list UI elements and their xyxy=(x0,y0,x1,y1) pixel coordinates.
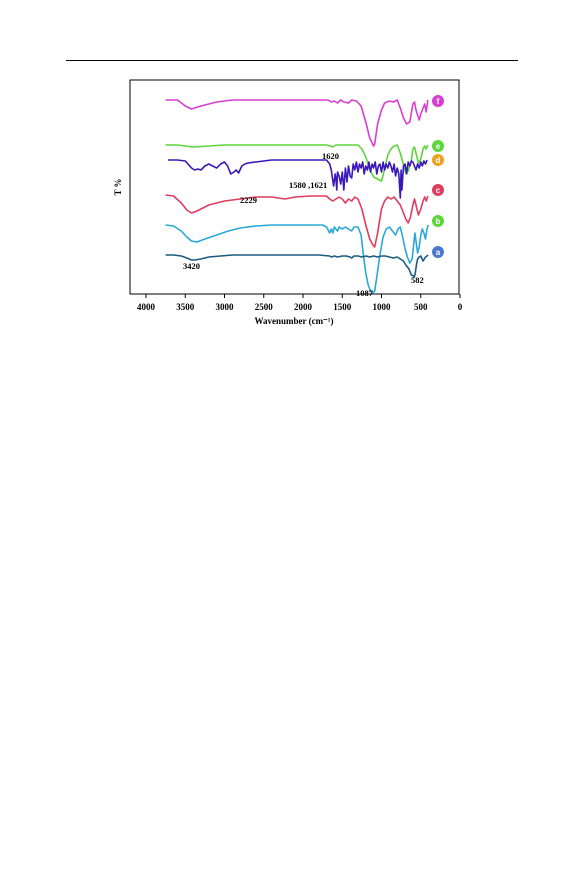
legend-badge-dot xyxy=(432,184,444,196)
legend-badge-dot xyxy=(432,154,444,166)
legend-badge-label: b xyxy=(436,217,441,226)
x-tick-label: 3000 xyxy=(216,302,235,312)
x-tick-label: 0 xyxy=(458,302,463,312)
x-tick-label: 2500 xyxy=(255,302,274,312)
legend-badge-c: c xyxy=(432,184,444,196)
legend-badge-dot xyxy=(432,95,444,107)
y-axis-label: T % xyxy=(113,178,123,195)
legend-badge-dot xyxy=(432,140,444,152)
legend-badge-d: d xyxy=(432,154,444,166)
annotation-label: 3420 xyxy=(183,261,200,271)
legend-badge-label: e xyxy=(436,142,441,151)
series-layer xyxy=(165,99,429,294)
x-tick-label: 500 xyxy=(414,302,428,312)
legend-badge-label: c xyxy=(436,186,441,195)
x-tick-label: 1000 xyxy=(373,302,392,312)
legend-badges: f ed c b a xyxy=(432,95,444,258)
series-line-a xyxy=(165,254,429,278)
annotation-label: 1580 ,1621 xyxy=(289,180,327,190)
annotation-label: 1087 xyxy=(356,288,374,298)
legend-badge-label: d xyxy=(436,156,441,165)
x-tick-label: 4000 xyxy=(137,302,156,312)
series-line-c xyxy=(165,194,429,248)
series-line-d xyxy=(168,159,428,199)
legend-badge-label: f xyxy=(437,97,440,106)
annotation-label: 2229 xyxy=(240,195,257,205)
legend-badge-dot xyxy=(432,246,444,258)
x-axis-ticks: 4000 3500 3000 2500 2000 1500 1000 500 0 xyxy=(137,294,463,312)
legend-badge-f: f xyxy=(432,95,444,107)
legend-badge-e: e xyxy=(432,140,444,152)
series-line-f xyxy=(165,99,429,147)
legend-badge-label: a xyxy=(436,248,441,257)
legend-badge-b: b xyxy=(432,215,444,227)
annotation-label: 1620 xyxy=(322,151,339,161)
x-tick-label: 3500 xyxy=(176,302,195,312)
plot-frame xyxy=(129,79,460,295)
series-line-e xyxy=(165,144,429,182)
legend-badge-a: a xyxy=(432,246,444,258)
annotation-label: 582 xyxy=(411,275,424,285)
page-header-rule xyxy=(66,60,518,61)
x-tick-label: 1500 xyxy=(333,302,352,312)
x-tick-label: 2000 xyxy=(294,302,313,312)
series-line-b xyxy=(165,224,429,294)
annotation-layer: 3420 2229 1620 1580 ,1621 1087 582 xyxy=(183,151,424,298)
x-axis-label: Wavenumber (cm⁻¹) xyxy=(254,316,333,326)
legend-badge-dot xyxy=(432,215,444,227)
